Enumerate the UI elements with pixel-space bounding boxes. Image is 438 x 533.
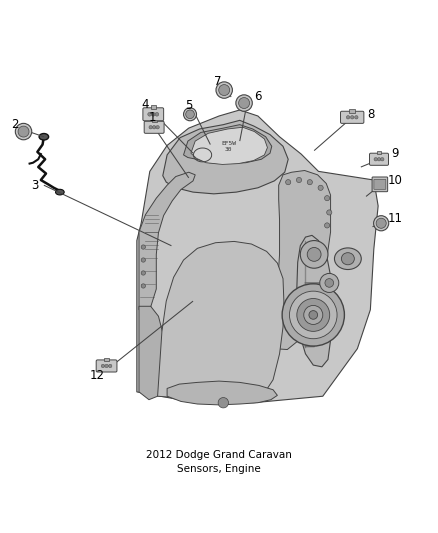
Bar xyxy=(104,358,110,361)
Circle shape xyxy=(155,112,159,116)
Circle shape xyxy=(350,116,354,119)
Text: 1: 1 xyxy=(148,111,156,124)
FancyBboxPatch shape xyxy=(372,177,388,192)
Bar xyxy=(151,106,156,109)
Text: 6: 6 xyxy=(254,90,261,103)
Bar xyxy=(349,109,355,112)
Circle shape xyxy=(141,245,145,249)
Polygon shape xyxy=(274,171,331,350)
Circle shape xyxy=(141,284,145,288)
Circle shape xyxy=(236,95,252,111)
FancyBboxPatch shape xyxy=(144,121,164,133)
Circle shape xyxy=(218,398,229,408)
Text: 4: 4 xyxy=(142,98,149,111)
Circle shape xyxy=(374,216,389,231)
Circle shape xyxy=(101,364,105,368)
Circle shape xyxy=(148,112,152,116)
Circle shape xyxy=(152,126,156,129)
Text: 5: 5 xyxy=(185,99,192,112)
Circle shape xyxy=(297,177,302,183)
Ellipse shape xyxy=(56,189,64,195)
Circle shape xyxy=(325,223,330,228)
Circle shape xyxy=(239,98,250,109)
Text: EF5W
30: EF5W 30 xyxy=(221,141,236,152)
Circle shape xyxy=(186,110,194,119)
Circle shape xyxy=(381,158,384,161)
Polygon shape xyxy=(191,127,268,165)
Circle shape xyxy=(156,126,159,129)
Circle shape xyxy=(374,158,378,161)
Circle shape xyxy=(286,180,291,185)
Ellipse shape xyxy=(341,253,354,265)
Circle shape xyxy=(320,273,339,293)
Circle shape xyxy=(300,240,328,268)
Polygon shape xyxy=(184,125,272,164)
Ellipse shape xyxy=(39,134,49,140)
Circle shape xyxy=(109,364,112,368)
Polygon shape xyxy=(167,381,277,405)
Text: 8: 8 xyxy=(367,108,375,121)
Text: 3: 3 xyxy=(32,179,39,192)
Circle shape xyxy=(18,126,29,137)
Text: 2: 2 xyxy=(11,118,19,131)
Circle shape xyxy=(327,210,332,215)
Circle shape xyxy=(325,279,334,287)
Polygon shape xyxy=(139,172,195,310)
Circle shape xyxy=(325,196,330,201)
Circle shape xyxy=(309,311,318,319)
FancyBboxPatch shape xyxy=(374,180,386,189)
Circle shape xyxy=(355,116,358,119)
Polygon shape xyxy=(158,241,284,403)
Circle shape xyxy=(376,218,386,228)
Polygon shape xyxy=(139,306,166,400)
Circle shape xyxy=(307,247,321,261)
Polygon shape xyxy=(137,110,378,403)
Circle shape xyxy=(184,108,197,121)
Circle shape xyxy=(149,126,152,129)
Circle shape xyxy=(219,85,230,95)
Circle shape xyxy=(105,364,108,368)
Text: 9: 9 xyxy=(392,147,399,160)
Circle shape xyxy=(304,305,323,325)
Text: 2012 Dodge Grand Caravan
Sensors, Engine: 2012 Dodge Grand Caravan Sensors, Engine xyxy=(146,450,292,474)
FancyBboxPatch shape xyxy=(96,360,117,372)
FancyBboxPatch shape xyxy=(340,111,364,123)
Circle shape xyxy=(152,112,155,116)
Circle shape xyxy=(346,116,350,119)
Ellipse shape xyxy=(335,248,361,270)
Circle shape xyxy=(15,123,32,140)
Circle shape xyxy=(290,291,337,338)
Circle shape xyxy=(216,82,233,98)
Circle shape xyxy=(141,258,145,262)
Circle shape xyxy=(282,284,344,346)
FancyBboxPatch shape xyxy=(143,108,164,121)
Polygon shape xyxy=(297,236,332,367)
Text: 7: 7 xyxy=(214,75,222,88)
Circle shape xyxy=(141,271,145,275)
Circle shape xyxy=(297,298,330,332)
FancyBboxPatch shape xyxy=(370,153,389,165)
Text: 10: 10 xyxy=(388,174,403,187)
Circle shape xyxy=(318,185,323,190)
Polygon shape xyxy=(163,120,288,194)
Circle shape xyxy=(377,158,381,161)
Text: 11: 11 xyxy=(388,212,403,224)
Bar xyxy=(377,151,381,155)
Text: 12: 12 xyxy=(89,369,105,382)
Bar xyxy=(152,119,157,123)
Circle shape xyxy=(307,180,312,185)
